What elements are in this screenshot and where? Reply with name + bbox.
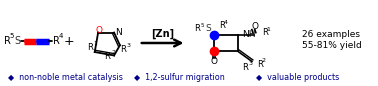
Text: NH: NH (242, 30, 256, 39)
Text: R: R (219, 21, 225, 30)
Text: R: R (262, 28, 268, 37)
Text: 3: 3 (249, 61, 253, 66)
Text: N: N (115, 28, 121, 37)
Text: 26 examples: 26 examples (302, 29, 361, 39)
Text: 2: 2 (262, 58, 266, 63)
Text: 5: 5 (200, 23, 204, 28)
Text: R: R (53, 36, 59, 46)
Text: O: O (211, 57, 218, 66)
Text: R: R (87, 43, 93, 52)
Text: S: S (15, 36, 21, 46)
Text: 4: 4 (224, 20, 228, 25)
Text: O: O (251, 22, 258, 31)
Text: R: R (104, 52, 110, 61)
Text: 5: 5 (10, 33, 14, 39)
Text: 1: 1 (94, 41, 98, 46)
Text: R: R (120, 45, 126, 54)
Text: ◆  valuable products: ◆ valuable products (256, 74, 339, 82)
Text: +: + (64, 34, 75, 47)
Text: 55-81% yield: 55-81% yield (302, 41, 362, 50)
Text: 1: 1 (267, 27, 271, 32)
Text: 3: 3 (127, 43, 131, 48)
Text: [Zn]: [Zn] (151, 29, 174, 39)
Text: R: R (194, 24, 200, 33)
Text: ◆  non-noble metal catalysis: ◆ non-noble metal catalysis (8, 74, 123, 82)
Text: R: R (4, 36, 11, 46)
Text: 4: 4 (59, 33, 63, 39)
Text: O: O (96, 26, 103, 35)
Text: R: R (257, 60, 263, 69)
Text: 2: 2 (111, 50, 115, 55)
Text: ◆  1,2-sulfur migration: ◆ 1,2-sulfur migration (134, 74, 225, 82)
Text: S: S (205, 24, 211, 33)
Text: R: R (242, 63, 248, 72)
